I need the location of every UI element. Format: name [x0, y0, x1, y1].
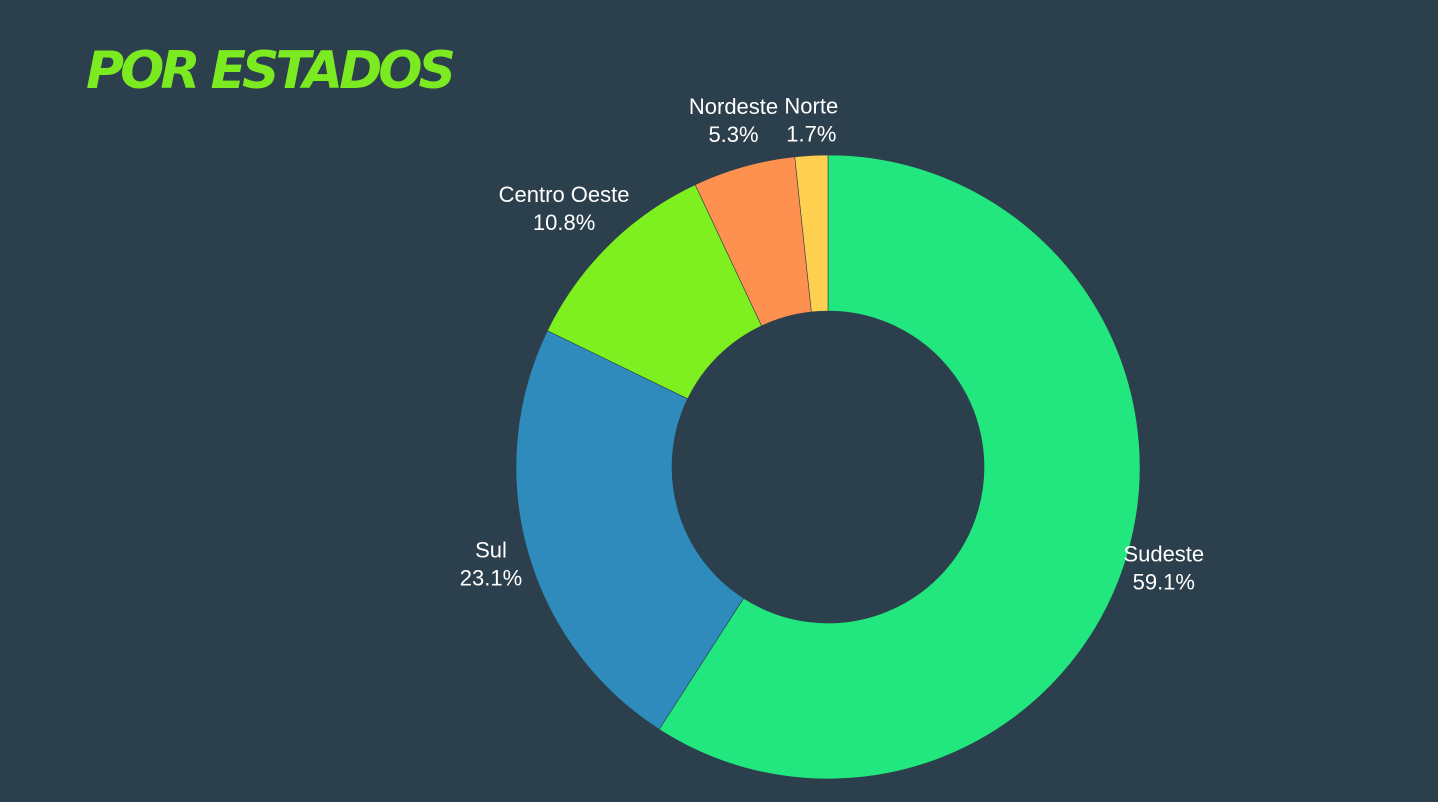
slice-label-norte: Norte — [784, 93, 838, 118]
slice-value-sudeste: 59.1% — [1133, 570, 1195, 595]
slice-sul — [515, 330, 744, 730]
slice-label-sudeste: Sudeste — [1123, 542, 1204, 567]
slice-value-sul: 23.1% — [460, 565, 522, 590]
slice-value-norte: 1.7% — [786, 121, 836, 146]
slice-label-nordeste: Nordeste — [689, 94, 778, 119]
slice-value-nordeste: 5.3% — [708, 122, 758, 147]
slice-label-centro-oeste: Centro Oeste — [499, 182, 630, 207]
chart-title: POR ESTADOS — [86, 41, 456, 101]
slice-label-sul: Sul — [475, 537, 507, 562]
slice-norte — [794, 154, 829, 313]
slice-value-centro-oeste: 10.8% — [533, 210, 595, 235]
slice-sudeste — [658, 154, 1141, 780]
